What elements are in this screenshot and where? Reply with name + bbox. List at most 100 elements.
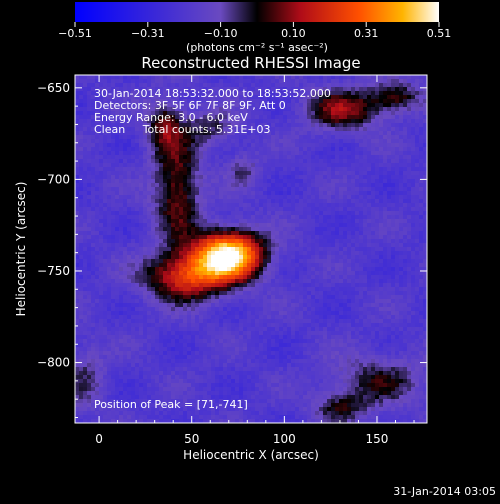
heatmap-cell [263, 207, 267, 211]
heatmap-cell [131, 203, 135, 207]
heatmap-cell [327, 131, 331, 135]
heatmap-cell [323, 211, 327, 215]
heatmap-cell [179, 239, 183, 243]
heatmap-cell [219, 179, 223, 183]
heatmap-cell [87, 187, 91, 191]
heatmap-cell [363, 151, 367, 155]
heatmap-cell [267, 167, 271, 171]
heatmap-cell [127, 279, 131, 283]
heatmap-cell [251, 299, 255, 303]
heatmap-cell [75, 275, 79, 279]
heatmap-cell [271, 295, 275, 299]
heatmap-cell [183, 255, 187, 259]
heatmap-cell [143, 211, 147, 215]
heatmap-cell [351, 175, 355, 179]
heatmap-cell [343, 239, 347, 243]
heatmap-cell [83, 199, 87, 203]
heatmap-cell [419, 167, 423, 171]
heatmap-cell [147, 171, 151, 175]
heatmap-cell [379, 203, 383, 207]
heatmap-cell [367, 147, 371, 151]
heatmap-cell [191, 175, 195, 179]
heatmap-cell [391, 219, 395, 223]
heatmap-cell [355, 219, 359, 223]
heatmap-cell [95, 231, 99, 235]
heatmap-cell [299, 135, 303, 139]
heatmap-cell [275, 207, 279, 211]
heatmap-cell [103, 79, 107, 83]
heatmap-cell [283, 159, 287, 163]
heatmap-cell [399, 127, 403, 131]
heatmap-cell [123, 167, 127, 171]
heatmap-cell [367, 215, 371, 219]
heatmap-cell [391, 103, 395, 107]
heatmap-cell [79, 75, 83, 79]
heatmap-cell [183, 283, 187, 287]
heatmap-cell [399, 171, 403, 175]
heatmap-cell [159, 227, 163, 231]
heatmap-cell [175, 187, 179, 191]
heatmap-cell [347, 283, 351, 287]
heatmap-cell [87, 255, 91, 259]
heatmap-cell [195, 259, 199, 263]
heatmap-cell [155, 255, 159, 259]
heatmap-cell [395, 171, 399, 175]
heatmap-cell [371, 291, 375, 295]
heatmap-cell [359, 175, 363, 179]
heatmap-cell [323, 75, 327, 79]
heatmap-cell [87, 127, 91, 131]
heatmap-cell [131, 151, 135, 155]
heatmap-cell [391, 175, 395, 179]
heatmap-cell [223, 231, 227, 235]
heatmap-cell [107, 143, 111, 147]
heatmap-cell [163, 155, 167, 159]
heatmap-cell [83, 123, 87, 127]
heatmap-cell [163, 147, 167, 151]
heatmap-cell [167, 219, 171, 223]
heatmap-cell [115, 263, 119, 267]
heatmap-cell [235, 151, 239, 155]
heatmap-cell [107, 171, 111, 175]
heatmap-cell [251, 147, 255, 151]
heatmap-cell [335, 147, 339, 151]
heatmap-cell [207, 179, 211, 183]
heatmap-cell [315, 107, 319, 111]
heatmap-cell [407, 283, 411, 287]
heatmap-cell [399, 163, 403, 167]
heatmap-cell [171, 163, 175, 167]
heatmap-cell [135, 167, 139, 171]
heatmap-cell [335, 99, 339, 103]
heatmap-cell [291, 187, 295, 191]
heatmap-cell [91, 223, 95, 227]
heatmap-cell [339, 155, 343, 159]
heatmap-cell [83, 79, 87, 83]
heatmap-cell [263, 251, 267, 255]
heatmap-cell [151, 295, 155, 299]
heatmap-cell [279, 291, 283, 295]
heatmap-cell [231, 279, 235, 283]
heatmap-cell [187, 275, 191, 279]
heatmap-cell [123, 179, 127, 183]
heatmap-cell [239, 207, 243, 211]
heatmap-cell [183, 143, 187, 147]
heatmap-cell [143, 75, 147, 79]
heatmap-cell [187, 263, 191, 267]
heatmap-cell [95, 291, 99, 295]
heatmap-cell [251, 143, 255, 147]
heatmap-cell [123, 219, 127, 223]
heatmap-cell [295, 283, 299, 287]
heatmap-cell [399, 215, 403, 219]
heatmap-cell [107, 223, 111, 227]
heatmap-cell [123, 231, 127, 235]
heatmap-cell [275, 175, 279, 179]
heatmap-cell [87, 163, 91, 167]
heatmap-cell [207, 291, 211, 295]
heatmap-cell [299, 179, 303, 183]
heatmap-cell [367, 135, 371, 139]
heatmap-cell [127, 139, 131, 143]
heatmap-cell [123, 279, 127, 283]
heatmap-cell [191, 263, 195, 267]
heatmap-cell [387, 267, 391, 271]
heatmap-cell [159, 147, 163, 151]
heatmap-cell [303, 183, 307, 187]
